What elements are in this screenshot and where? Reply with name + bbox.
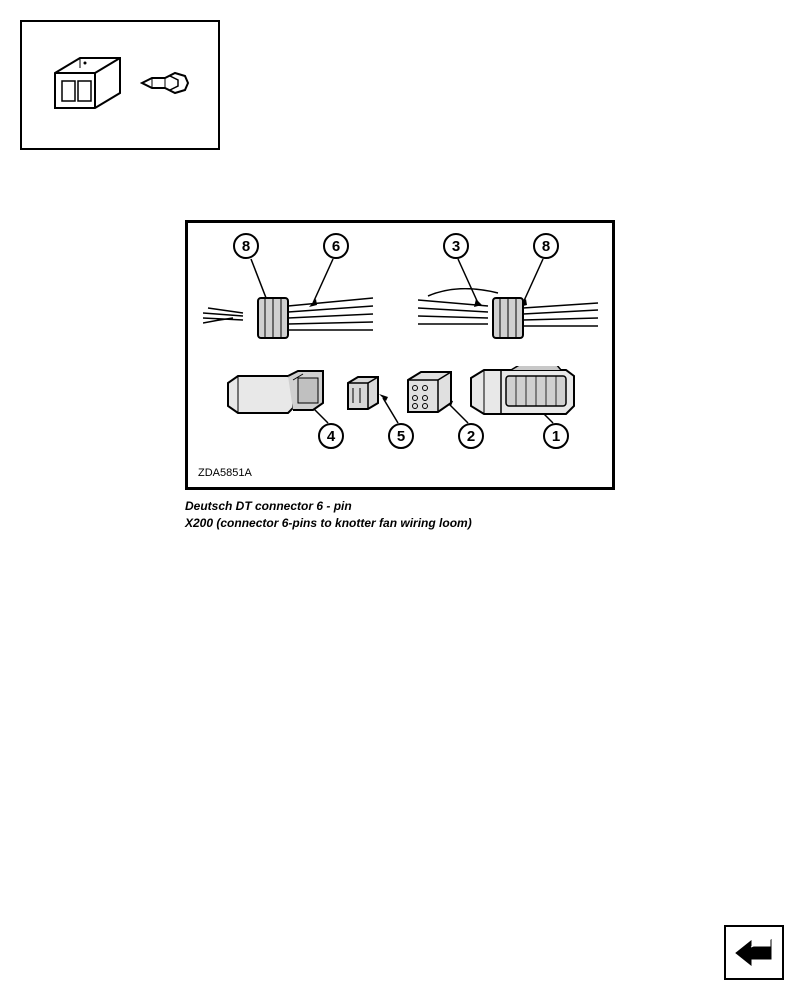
connector-housing-icon bbox=[50, 53, 130, 118]
callout-5: 5 bbox=[388, 423, 414, 449]
right-wire-assembly bbox=[418, 288, 603, 348]
back-arrow-icon bbox=[733, 935, 775, 971]
top-connector-diagram bbox=[20, 20, 220, 150]
caption-line-1: Deutsch DT connector 6 - pin bbox=[185, 498, 472, 515]
callout-2: 2 bbox=[458, 423, 484, 449]
diagram-caption: Deutsch DT connector 6 - pin X200 (conne… bbox=[185, 498, 472, 532]
left-wire-assembly bbox=[203, 288, 378, 348]
diagram-id-label: ZDA5851A bbox=[198, 467, 252, 479]
callout-1: 1 bbox=[543, 423, 569, 449]
callout-3: 3 bbox=[443, 233, 469, 259]
back-nav-button[interactable] bbox=[724, 925, 784, 980]
callout-4: 4 bbox=[318, 423, 344, 449]
callout-8-left: 8 bbox=[233, 233, 259, 259]
wedge-lock-female bbox=[403, 368, 458, 418]
callout-8-right: 8 bbox=[533, 233, 559, 259]
female-connector bbox=[466, 366, 581, 421]
caption-line-2: X200 (connector 6-pins to knotter fan wi… bbox=[185, 515, 472, 532]
main-connector-diagram: 8 6 3 8 4 5 2 1 bbox=[185, 220, 615, 490]
wedge-lock-male bbox=[343, 373, 385, 415]
terminal-pin-icon bbox=[140, 68, 190, 103]
male-connector bbox=[223, 368, 328, 423]
callout-6: 6 bbox=[323, 233, 349, 259]
